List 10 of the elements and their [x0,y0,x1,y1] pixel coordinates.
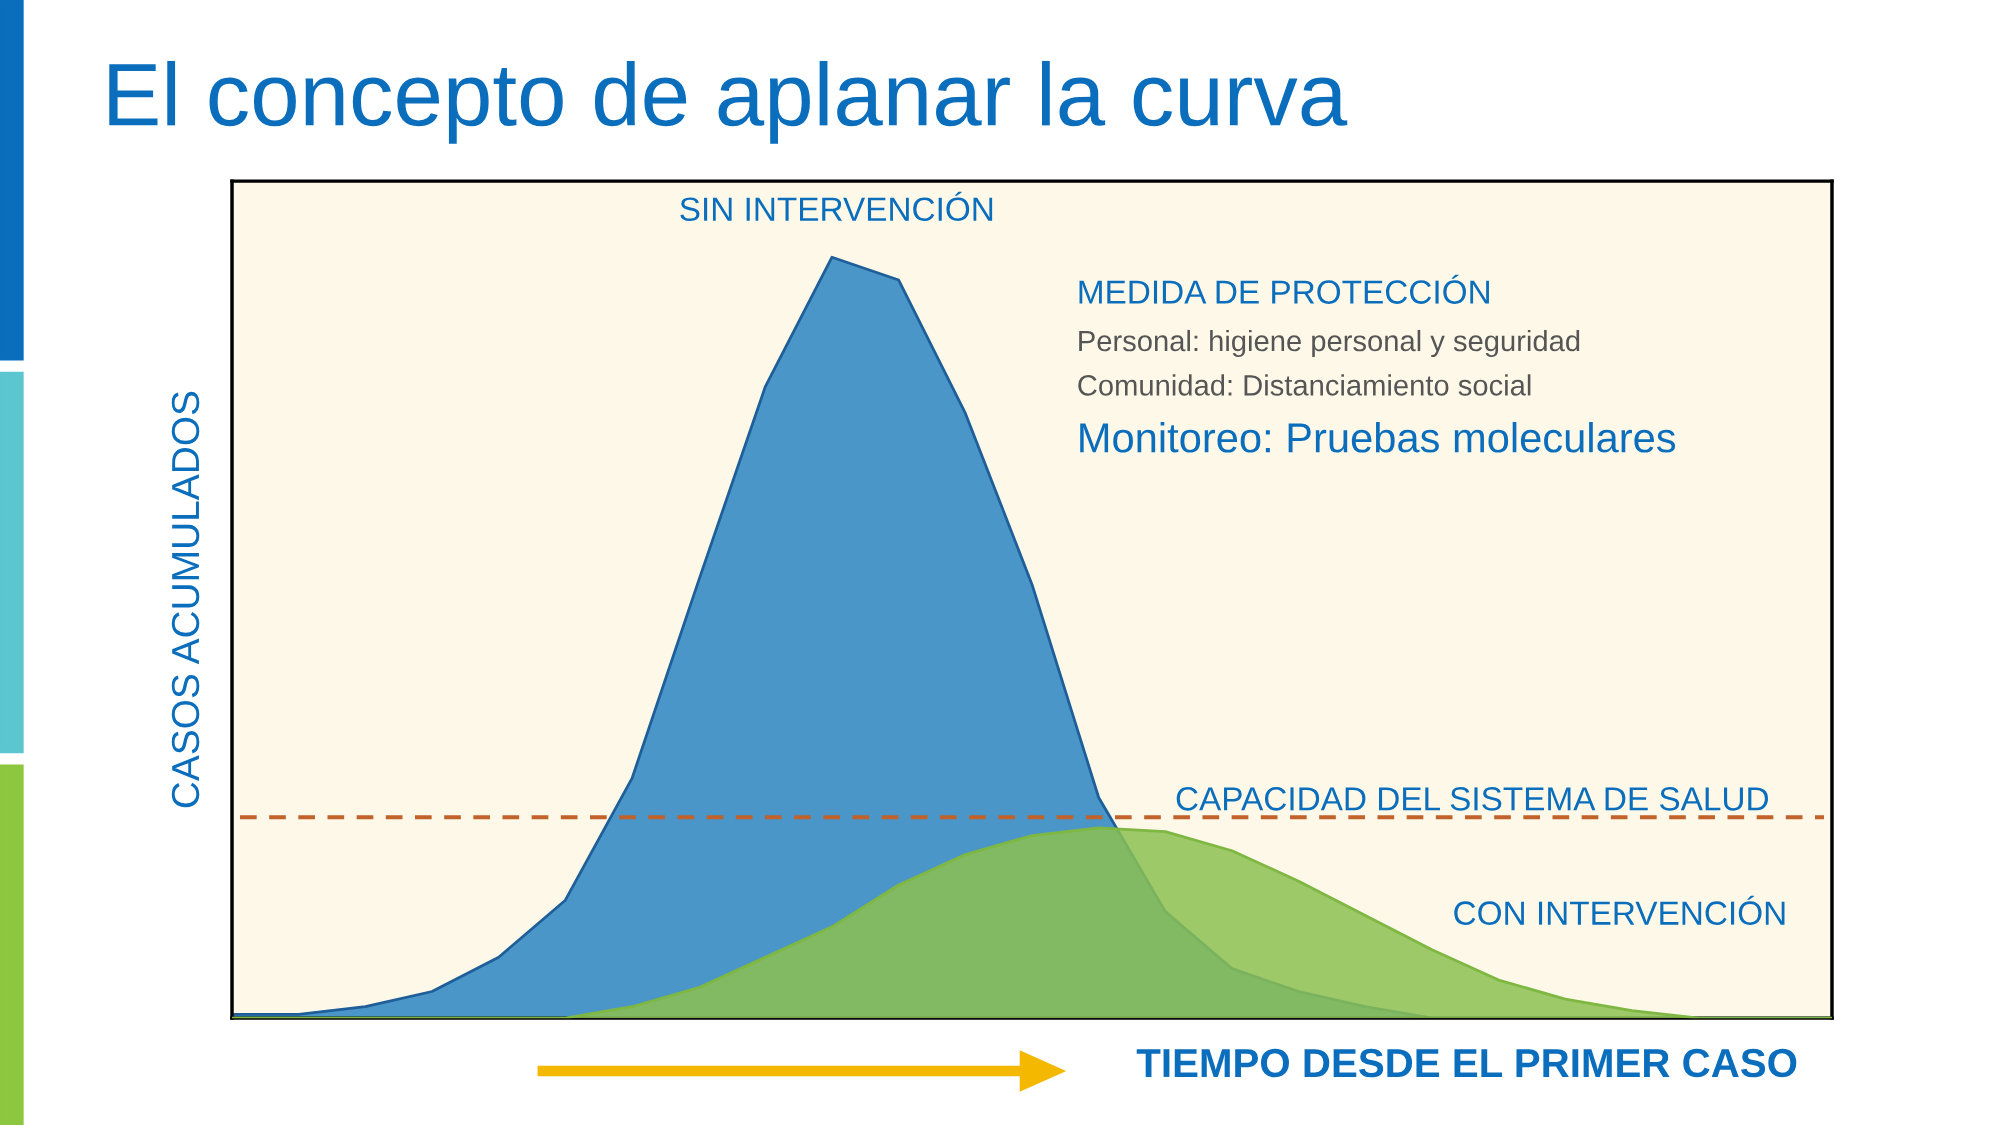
y-axis-title: CASOS ACUMULADOS [171,391,200,808]
annotation: Comunidad: Distanciamiento social [1078,374,1531,396]
chart-title: El concepto de aplanar la curva [109,60,1348,144]
annotation: MEDIDA DE PROTECCIÓN [1079,274,1489,304]
x-axis-title: TIEMPO DESDE EL PRIMER CASO [1136,1048,1797,1078]
annotation: Personal: higiene personal y seguridad [1079,329,1580,358]
series-label: CON INTERVENCIÓN [1454,895,1785,925]
ref-line-label: CAPACIDAD DEL SISTEMA DE SALUD [1176,787,1768,811]
annotation: Monitoreo: Pruebas moleculares [1080,422,1676,453]
series-label: SIN INTERVENCIÓN [680,191,993,222]
